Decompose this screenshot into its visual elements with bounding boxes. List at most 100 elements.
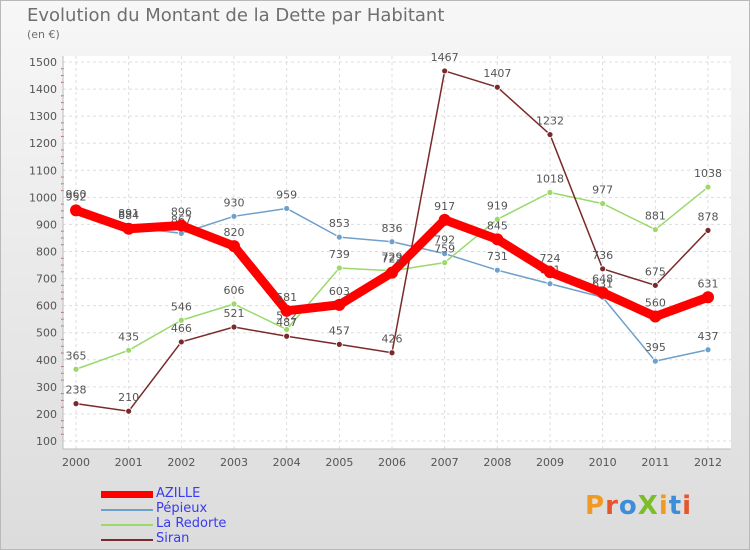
data-label: 960 (66, 188, 87, 201)
data-point (704, 346, 712, 354)
data-label: 881 (645, 210, 666, 223)
data-label: 581 (276, 291, 297, 304)
data-label: 959 (276, 188, 297, 201)
x-tick-label: 2007 (431, 456, 459, 469)
data-label: 836 (382, 222, 403, 235)
data-label: 365 (66, 349, 87, 362)
data-point (493, 83, 501, 91)
legend-label: La Redorte (156, 516, 227, 531)
data-point (388, 349, 396, 357)
chart-title: Evolution du Montant de la Dette par Hab… (27, 5, 445, 26)
data-point (441, 67, 449, 75)
data-label: 1018 (536, 172, 564, 185)
legend-item: Pépieux (101, 501, 301, 517)
data-point (333, 298, 346, 311)
y-tick-label: 500 (36, 327, 57, 340)
data-label: 759 (434, 243, 455, 256)
data-point (228, 240, 240, 253)
data-point (335, 233, 343, 241)
data-point (651, 281, 659, 289)
y-tick-label: 1100 (29, 164, 57, 177)
data-point (704, 183, 712, 191)
proxiti-logo: ProXiti (585, 491, 692, 521)
legend-swatch (101, 539, 153, 541)
y-tick-label: 100 (36, 435, 57, 448)
data-point (599, 200, 607, 207)
data-label: 560 (645, 296, 666, 309)
data-label: 487 (276, 316, 297, 329)
y-tick-label: 800 (36, 246, 57, 259)
data-point (546, 280, 554, 288)
data-label: 729 (382, 251, 403, 264)
data-label: 631 (698, 277, 719, 290)
chart-subtitle: (en €) (27, 28, 60, 41)
x-tick-label: 2011 (641, 456, 669, 469)
data-point (649, 310, 662, 323)
data-point (230, 323, 238, 331)
data-label: 521 (224, 307, 245, 320)
logo-letter: P (585, 491, 606, 521)
data-label: 395 (645, 341, 666, 354)
legend-swatch (101, 491, 153, 498)
data-label: 896 (171, 206, 192, 219)
data-point (72, 365, 80, 373)
y-tick-label: 200 (36, 408, 57, 421)
logo-letter: t (668, 491, 683, 521)
data-point (125, 407, 133, 415)
data-point (280, 304, 293, 317)
data-point (493, 266, 501, 274)
data-label: 546 (171, 300, 192, 313)
x-tick-label: 2004 (273, 456, 301, 469)
chart-legend: AZILLE Pépieux La Redorte Siran (101, 486, 301, 547)
legend-item: AZILLE (101, 486, 301, 502)
y-tick-label: 900 (36, 218, 57, 231)
data-label: 845 (487, 219, 508, 232)
data-point (122, 222, 135, 235)
data-label: 603 (329, 285, 350, 298)
data-label: 606 (224, 284, 245, 297)
logo-letter: X (637, 491, 659, 521)
data-point (283, 205, 291, 212)
y-tick-label: 1000 (29, 191, 57, 204)
data-label: 736 (592, 249, 613, 262)
data-point (335, 340, 343, 348)
x-tick-label: 2001 (115, 456, 143, 469)
data-point (125, 346, 133, 354)
data-label: 919 (487, 199, 508, 212)
data-point (177, 338, 185, 346)
x-tick-label: 2000 (62, 456, 90, 469)
y-tick-label: 400 (36, 354, 57, 367)
data-point (491, 233, 504, 246)
data-label: 426 (382, 333, 403, 346)
data-point (441, 250, 449, 258)
data-label: 675 (645, 265, 666, 278)
data-label: 437 (698, 330, 719, 343)
data-label: 977 (592, 184, 613, 197)
data-point (177, 316, 185, 324)
legend-item: Siran (101, 531, 301, 547)
data-label: 1407 (483, 67, 511, 80)
data-label: 457 (329, 324, 350, 337)
data-label: 238 (66, 384, 87, 397)
logo-letter: i (682, 491, 693, 521)
data-label: 917 (434, 200, 455, 213)
data-point (335, 264, 343, 272)
data-label: 466 (171, 322, 192, 335)
data-point (704, 226, 712, 234)
data-label: 884 (118, 209, 139, 222)
data-label: 724 (540, 252, 561, 265)
data-point (175, 219, 188, 232)
data-label: 853 (329, 217, 350, 230)
data-point (230, 212, 238, 220)
data-label: 1467 (431, 51, 459, 64)
legend-label: Pépieux (156, 501, 208, 516)
data-point (599, 265, 607, 273)
data-point (283, 332, 291, 340)
data-label: 1232 (536, 115, 564, 128)
legend-swatch (101, 524, 153, 526)
data-point (438, 213, 451, 226)
x-tick-label: 2008 (483, 456, 511, 469)
data-point (651, 357, 659, 365)
